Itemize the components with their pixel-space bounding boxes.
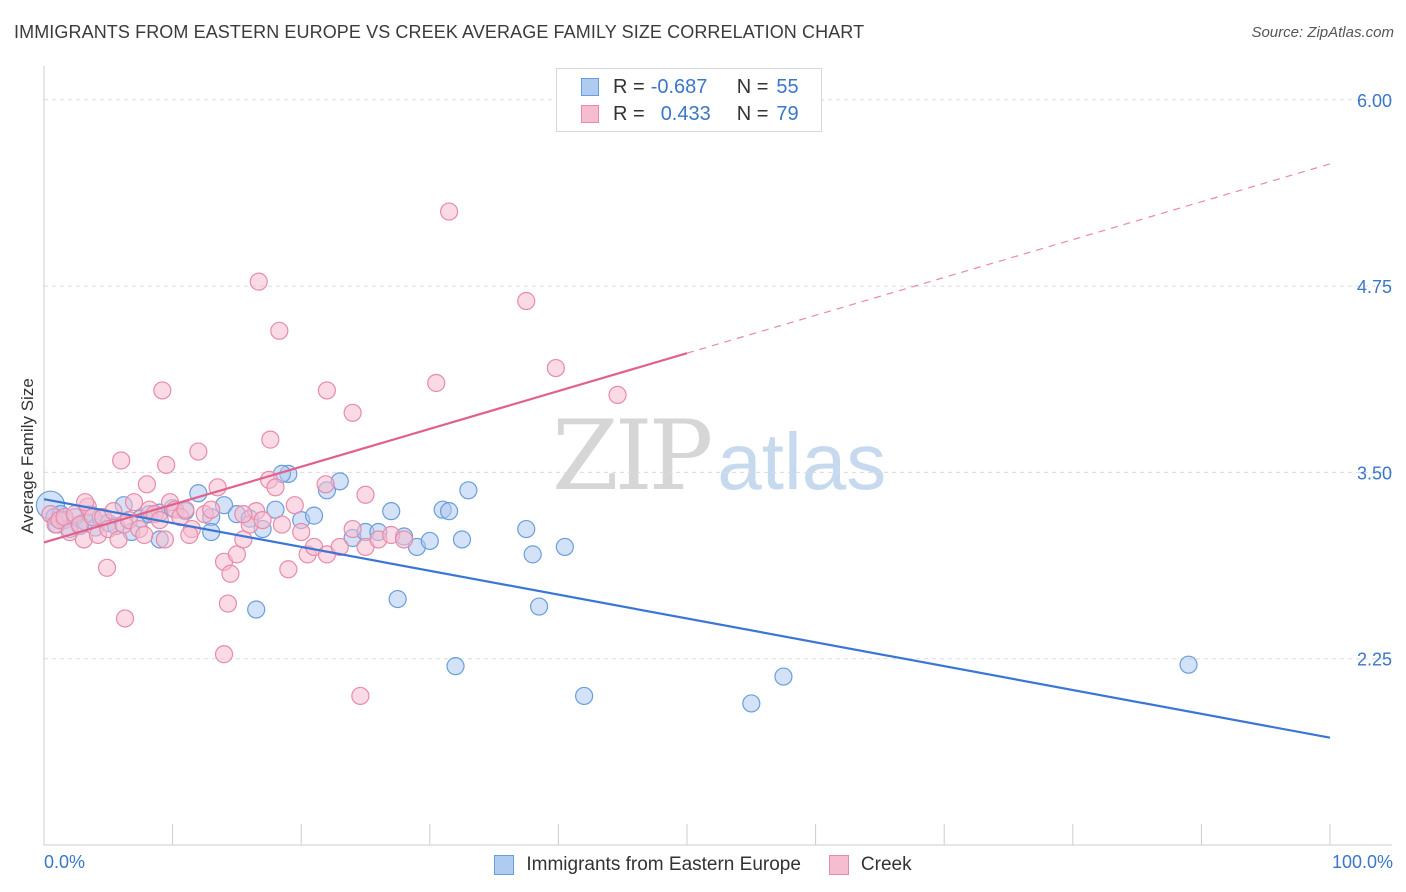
legend-n-value: 79 [776,102,799,125]
legend-n-label: N = [736,102,769,125]
creek-point [135,525,154,545]
y-tick-label: 3.50 [1357,463,1392,483]
eastern-europe-point [517,519,536,539]
creek-point [266,478,285,497]
creek-point [261,430,280,449]
creek-point [330,537,349,557]
eastern-europe-point [742,694,761,713]
creek-point [343,519,362,539]
y-tick-label: 2.25 [1357,650,1392,670]
creek-point [112,451,131,470]
creek-point [180,525,199,545]
creek-point [253,510,272,530]
creek-point [249,272,268,291]
points-layer [35,202,1198,713]
legend-swatch-pink [581,105,599,123]
creek-point [153,381,172,400]
eastern-europe-point [452,530,472,549]
correlation-legend: R = -0.687 N = 55 R = 0.433 N = 79 [556,68,822,132]
x-axis-max-label: 100.0% [1331,852,1393,872]
legend-row-blue: R = -0.687 N = 55 [581,75,799,99]
grid-layer [44,99,1392,660]
eastern-europe-trendline [43,498,1331,739]
legend-r-value: 0.433 [660,102,711,125]
creek-point [189,442,208,461]
series-swatch-pink [828,855,849,875]
creek-point [115,609,135,628]
eastern-europe-point [388,589,407,609]
eastern-europe-point [304,506,324,525]
creek-trendline [43,352,688,544]
eastern-europe-point [774,667,793,686]
axis-layer [43,66,1392,846]
chart-title: IMMIGRANTS FROM EASTERN EUROPE VS CREEK … [14,22,865,42]
legend-n-label: N = [736,75,769,98]
creek-point [279,560,298,579]
legend-n-value: 55 [776,75,799,98]
series-legend-label: Immigrants from Eastern Europe [526,854,801,875]
legend-r-label: R = [613,102,645,125]
eastern-europe-point [555,537,574,557]
eastern-europe-point [382,502,401,521]
series-legend: Immigrants from Eastern Europe Creek [0,852,1406,878]
eastern-europe-point [439,502,459,521]
eastern-europe-point [420,531,439,551]
creek-point [394,530,414,549]
creek-point [155,530,174,549]
creek-point [157,455,176,475]
creek-point [546,358,565,378]
eastern-europe-point [523,545,542,564]
eastern-europe-point [459,481,478,500]
creek-point [427,373,446,393]
creek-point [343,403,362,422]
series-legend-item-creek[interactable]: Creek [828,854,912,876]
creek-point [214,645,234,664]
creek-point [270,321,289,340]
creek-point [97,558,117,577]
legend-r-label: R = [613,75,645,98]
eastern-europe-point [575,686,594,706]
y-tick-label: 6.00 [1357,91,1392,111]
creek-point [356,485,375,504]
creek-point [317,381,337,400]
creek-point [176,500,195,519]
trend-layer [43,163,1331,739]
creek-point [517,291,536,311]
x-axis-min-label: 0.0% [44,852,86,872]
creek-point [292,522,311,542]
y-axis-label: Average Family Size [18,378,37,534]
creek-point [221,564,240,583]
creek-point [272,515,292,534]
eastern-europe-point [530,597,549,616]
creek-point [316,475,335,494]
creek-point [234,505,253,524]
y-tick-label: 4.75 [1357,277,1392,297]
source-label: Source: ZipAtlas.com [1251,24,1394,41]
creek-point [137,475,156,494]
legend-swatch-blue [581,78,599,96]
eastern-europe-point [446,657,465,676]
series-legend-item-eastern-europe[interactable]: Immigrants from Eastern Europe [494,854,801,876]
eastern-europe-point [247,600,266,619]
creek-point [124,493,144,512]
legend-row-pink: R = 0.433 N = 79 [581,102,799,126]
creek-point [218,594,237,613]
series-legend-label: Creek [860,854,912,875]
creek-point [608,385,627,405]
creek-point [285,496,304,515]
tick-label-layer: 2.25 3.50 4.75 6.00 [1357,91,1392,670]
creek-trendline-extension [686,163,1331,354]
creek-point [202,500,221,519]
series-swatch-blue [494,855,515,875]
creek-point [351,686,370,706]
creek-point [439,202,459,221]
legend-r-value: -0.687 [650,75,708,98]
eastern-europe-point [1179,655,1198,674]
